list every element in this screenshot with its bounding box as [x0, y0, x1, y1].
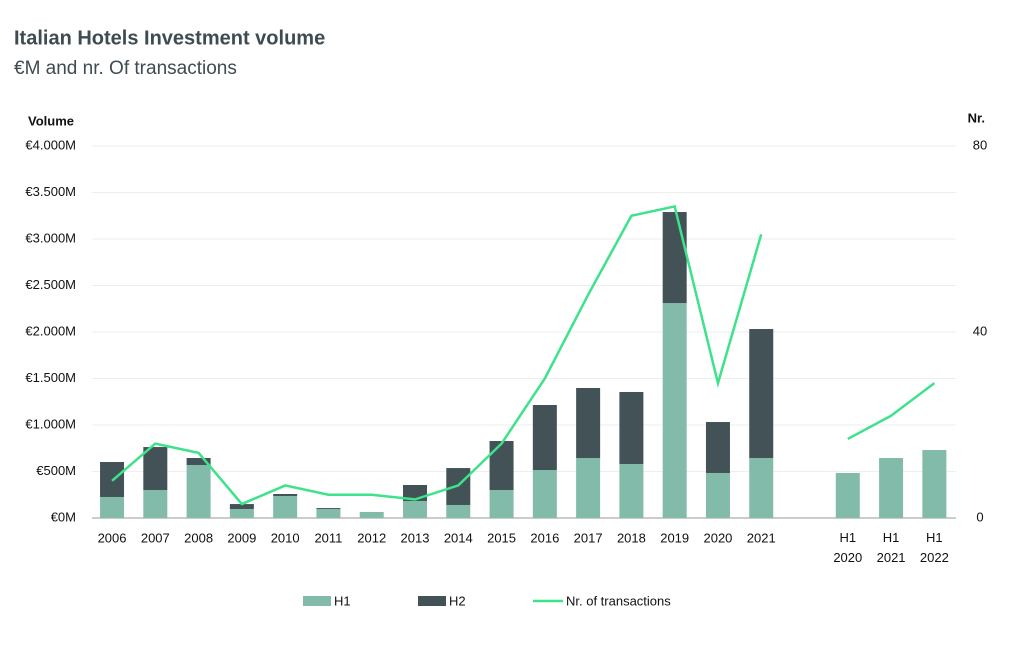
y2-tick-label: 0 [976, 509, 983, 524]
bar-segment [662, 303, 687, 518]
bar-segment [576, 387, 601, 459]
line-series [111, 204, 936, 506]
bar-segment [143, 447, 168, 491]
bar-segment [143, 490, 168, 518]
x-tick-label: 2012 [357, 530, 386, 545]
bar-segment [532, 405, 557, 471]
x-tick-label: 2008 [184, 530, 213, 545]
bar-segment [879, 458, 904, 518]
x-tick-label: 2021 [747, 530, 776, 545]
x-tick-label: 2019 [660, 530, 689, 545]
y-tick-label: €2.000M [25, 323, 76, 338]
x-tick-label: 2017 [574, 530, 603, 545]
legend-label: H1 [334, 593, 351, 608]
bar-segment [229, 508, 254, 518]
x-tick-label: 2016 [530, 530, 559, 545]
x-tick-label: 2015 [487, 530, 516, 545]
x-tick-label: H1 2021 [877, 530, 906, 565]
bar-segment [273, 496, 298, 518]
x-tick-label: 2010 [271, 530, 300, 545]
legend-label: Nr. of transactions [566, 593, 671, 608]
bar-segment [705, 472, 730, 518]
bar-segment [576, 458, 601, 518]
bar-segment [662, 212, 687, 304]
x-tick-label: 2007 [141, 530, 170, 545]
bar-segment [186, 458, 211, 465]
legend-swatch [418, 596, 446, 606]
bar-segment [273, 494, 298, 497]
y-tick-label: €2.500M [25, 277, 76, 292]
y2-tick-label: 40 [973, 323, 987, 338]
y-tick-label: €4.000M [25, 137, 76, 152]
legend-swatch [303, 596, 331, 606]
bar-segment [835, 472, 860, 518]
x-tick-label: H1 2022 [920, 530, 949, 565]
y-tick-label: €0M [51, 509, 76, 524]
chart-title: Italian Hotels Investment volume [14, 27, 325, 49]
bar-segment [186, 464, 211, 518]
bar-segment [922, 450, 947, 518]
chart-subtitle: €M and nr. Of transactions [14, 58, 237, 79]
bar-segment [316, 508, 341, 509]
y-tick-label: €1.500M [25, 370, 76, 385]
bar-segment [749, 458, 774, 518]
bar-segment [619, 391, 644, 465]
y2-tick-label: 80 [973, 137, 987, 152]
bar-segment [532, 470, 557, 518]
bar-segment [446, 504, 471, 518]
y-tick-label: €3.000M [25, 230, 76, 245]
x-tick-label: 2020 [703, 530, 732, 545]
x-tick-label: 2014 [444, 530, 473, 545]
y-tick-label: €3.500M [25, 184, 76, 199]
y-axis-title: Volume [28, 113, 74, 128]
bar-segment [229, 504, 254, 509]
bar-segment [705, 422, 730, 473]
legend-label: H2 [449, 593, 466, 608]
y2-axis-title: Nr. [968, 110, 985, 125]
x-tick-label: H1 2020 [833, 530, 862, 565]
y-tick-label: €1.000M [25, 416, 76, 431]
bar-segment [359, 511, 384, 518]
x-tick-label: 2018 [617, 530, 646, 545]
bar-segment [316, 508, 341, 518]
x-tick-label: 2011 [314, 530, 342, 545]
y-tick-label: €500M [36, 463, 76, 478]
bar-segment [100, 496, 125, 518]
bar-segment [619, 464, 644, 518]
x-tick-label: 2013 [401, 530, 430, 545]
x-tick-label: 2006 [98, 530, 127, 545]
bar-segment [749, 329, 774, 459]
bar-segment [489, 440, 514, 491]
x-tick-label: 2009 [227, 530, 256, 545]
bar-segment [403, 500, 427, 518]
bar-segment [489, 490, 514, 518]
